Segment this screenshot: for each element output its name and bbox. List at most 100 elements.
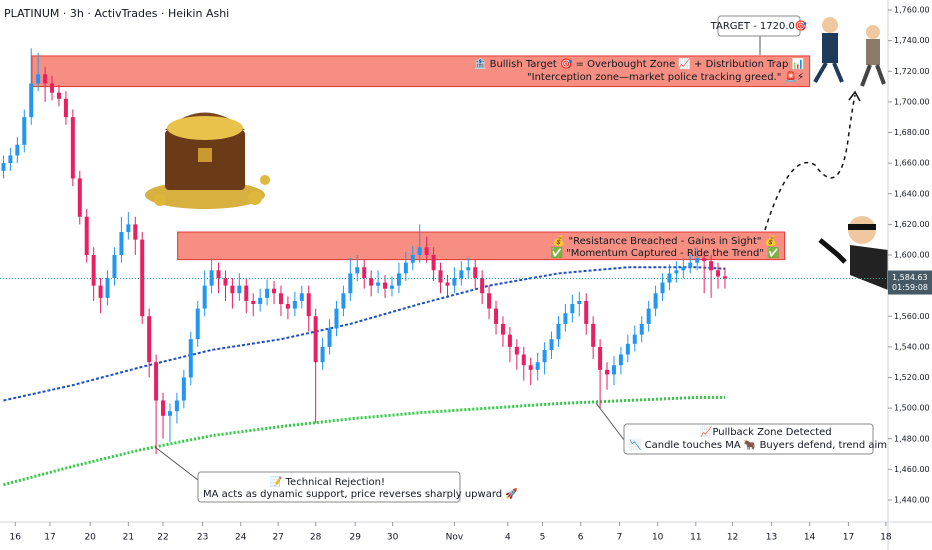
y-tick-label: 1,720.00 xyxy=(894,67,930,76)
candle-body xyxy=(154,362,159,401)
candle-body xyxy=(369,277,374,286)
x-tick-label: 23 xyxy=(197,533,208,543)
candle-body xyxy=(473,267,478,278)
x-tick-label: 16 xyxy=(10,533,22,543)
y-tick-label: 1,760.00 xyxy=(894,6,930,15)
x-tick-label: 14 xyxy=(804,533,816,543)
candle-body xyxy=(50,83,55,93)
y-tick-label: 1,440.00 xyxy=(894,496,930,505)
y-tick-label: 1,740.00 xyxy=(894,36,930,45)
x-tick-label: 17 xyxy=(843,533,854,543)
candle-body xyxy=(313,316,318,363)
candle-body xyxy=(8,155,13,164)
candle-body xyxy=(507,334,512,347)
y-tick-label: 1,480.00 xyxy=(894,434,930,443)
candle-body xyxy=(105,277,110,298)
x-tick-label: 28 xyxy=(310,533,322,543)
moving-average xyxy=(3,395,725,487)
candle-body xyxy=(438,270,443,283)
candle-body xyxy=(230,285,235,294)
candle-body xyxy=(500,323,505,335)
candle-body xyxy=(299,293,304,301)
x-tick-label: 5 xyxy=(540,533,546,543)
x-tick-label: 24 xyxy=(235,533,247,543)
chart-title: PLATINUM · 3h · ActivTrades · Heikin Ash… xyxy=(4,7,229,20)
candle-body xyxy=(514,346,519,355)
candle-body xyxy=(251,300,256,304)
candle-body xyxy=(632,334,637,344)
police-figures xyxy=(813,17,886,87)
candle-body xyxy=(362,267,367,278)
treasure-chest-image xyxy=(145,112,270,209)
candle-body xyxy=(216,270,221,278)
last-price-label: 1,584.63 xyxy=(892,273,928,282)
candle-body xyxy=(577,300,582,304)
candle-body xyxy=(43,74,48,84)
x-tick-label: 10 xyxy=(652,533,664,543)
y-tick-label: 1,540.00 xyxy=(894,342,930,351)
candle-body xyxy=(389,285,394,289)
annotation-text: 📉 Candle touches MA 🐂 Buyers defend, tre… xyxy=(629,438,930,451)
candle-body xyxy=(292,300,297,309)
candle-body xyxy=(625,343,630,355)
candle-body xyxy=(188,339,193,378)
candle-body xyxy=(695,258,700,263)
x-tick-label: 11 xyxy=(690,533,701,543)
candle-body xyxy=(320,346,325,363)
candle-body xyxy=(258,297,263,304)
candle-body xyxy=(605,369,610,375)
candle-body xyxy=(181,377,186,401)
candle-body xyxy=(639,323,644,335)
y-tick-label: 1,560.00 xyxy=(894,312,930,321)
y-tick-label: 1,500.00 xyxy=(894,404,930,413)
candle-body xyxy=(611,365,616,375)
candle-body xyxy=(119,232,124,255)
moving-average xyxy=(3,266,726,402)
y-tick-label: 1,600.00 xyxy=(894,251,930,260)
x-tick-label: 27 xyxy=(272,533,283,543)
y-tick-label: 1,700.00 xyxy=(894,97,930,106)
candle-body xyxy=(709,261,714,271)
annotation-text: 📈Pullback Zone Detected xyxy=(700,425,832,438)
pointer-line xyxy=(595,402,625,441)
candle-body xyxy=(36,74,41,84)
candle-body xyxy=(424,247,429,255)
countdown: 01:59:08 xyxy=(892,283,928,292)
candle-body xyxy=(77,178,82,217)
annotation-box xyxy=(197,471,461,503)
candle-body xyxy=(549,339,554,350)
candle-body xyxy=(528,365,533,370)
candle-body xyxy=(334,308,339,329)
candle-body xyxy=(674,270,679,274)
target-box xyxy=(717,15,801,37)
last-price-tag xyxy=(888,270,932,295)
candle-body xyxy=(327,328,332,347)
x-tick-label: 13 xyxy=(766,533,777,543)
x-tick-label: 29 xyxy=(349,533,361,543)
candle-body xyxy=(584,300,589,324)
candle-body xyxy=(285,304,290,309)
candle-body xyxy=(278,293,283,304)
candle-body xyxy=(341,293,346,309)
candle-body xyxy=(265,288,270,298)
y-tick-label: 1,640.00 xyxy=(894,189,930,198)
candle-body xyxy=(452,277,457,286)
x-tick-label: 17 xyxy=(44,533,55,543)
candle-body xyxy=(681,267,686,271)
annotation-text: 📝 Technical Rejection! xyxy=(270,475,385,488)
candle-body xyxy=(702,258,707,262)
x-tick-label: 21 xyxy=(123,533,134,543)
zone-label: ✅ "Momentum Captured - Ride the Trend" ✅ xyxy=(550,246,779,259)
candle-body xyxy=(396,273,401,286)
candle-body xyxy=(147,316,152,363)
candle-body xyxy=(410,255,415,263)
candle-body xyxy=(563,313,568,324)
zone-label: "Interception zone—market police trackin… xyxy=(527,70,804,83)
candle-body xyxy=(209,270,214,286)
candle-body xyxy=(722,276,727,279)
candle-body xyxy=(403,262,408,274)
dashed-arrow xyxy=(764,94,856,231)
x-tick-label: 20 xyxy=(84,533,96,543)
x-tick-label: 30 xyxy=(387,533,399,543)
x-tick-label: 6 xyxy=(578,533,584,543)
